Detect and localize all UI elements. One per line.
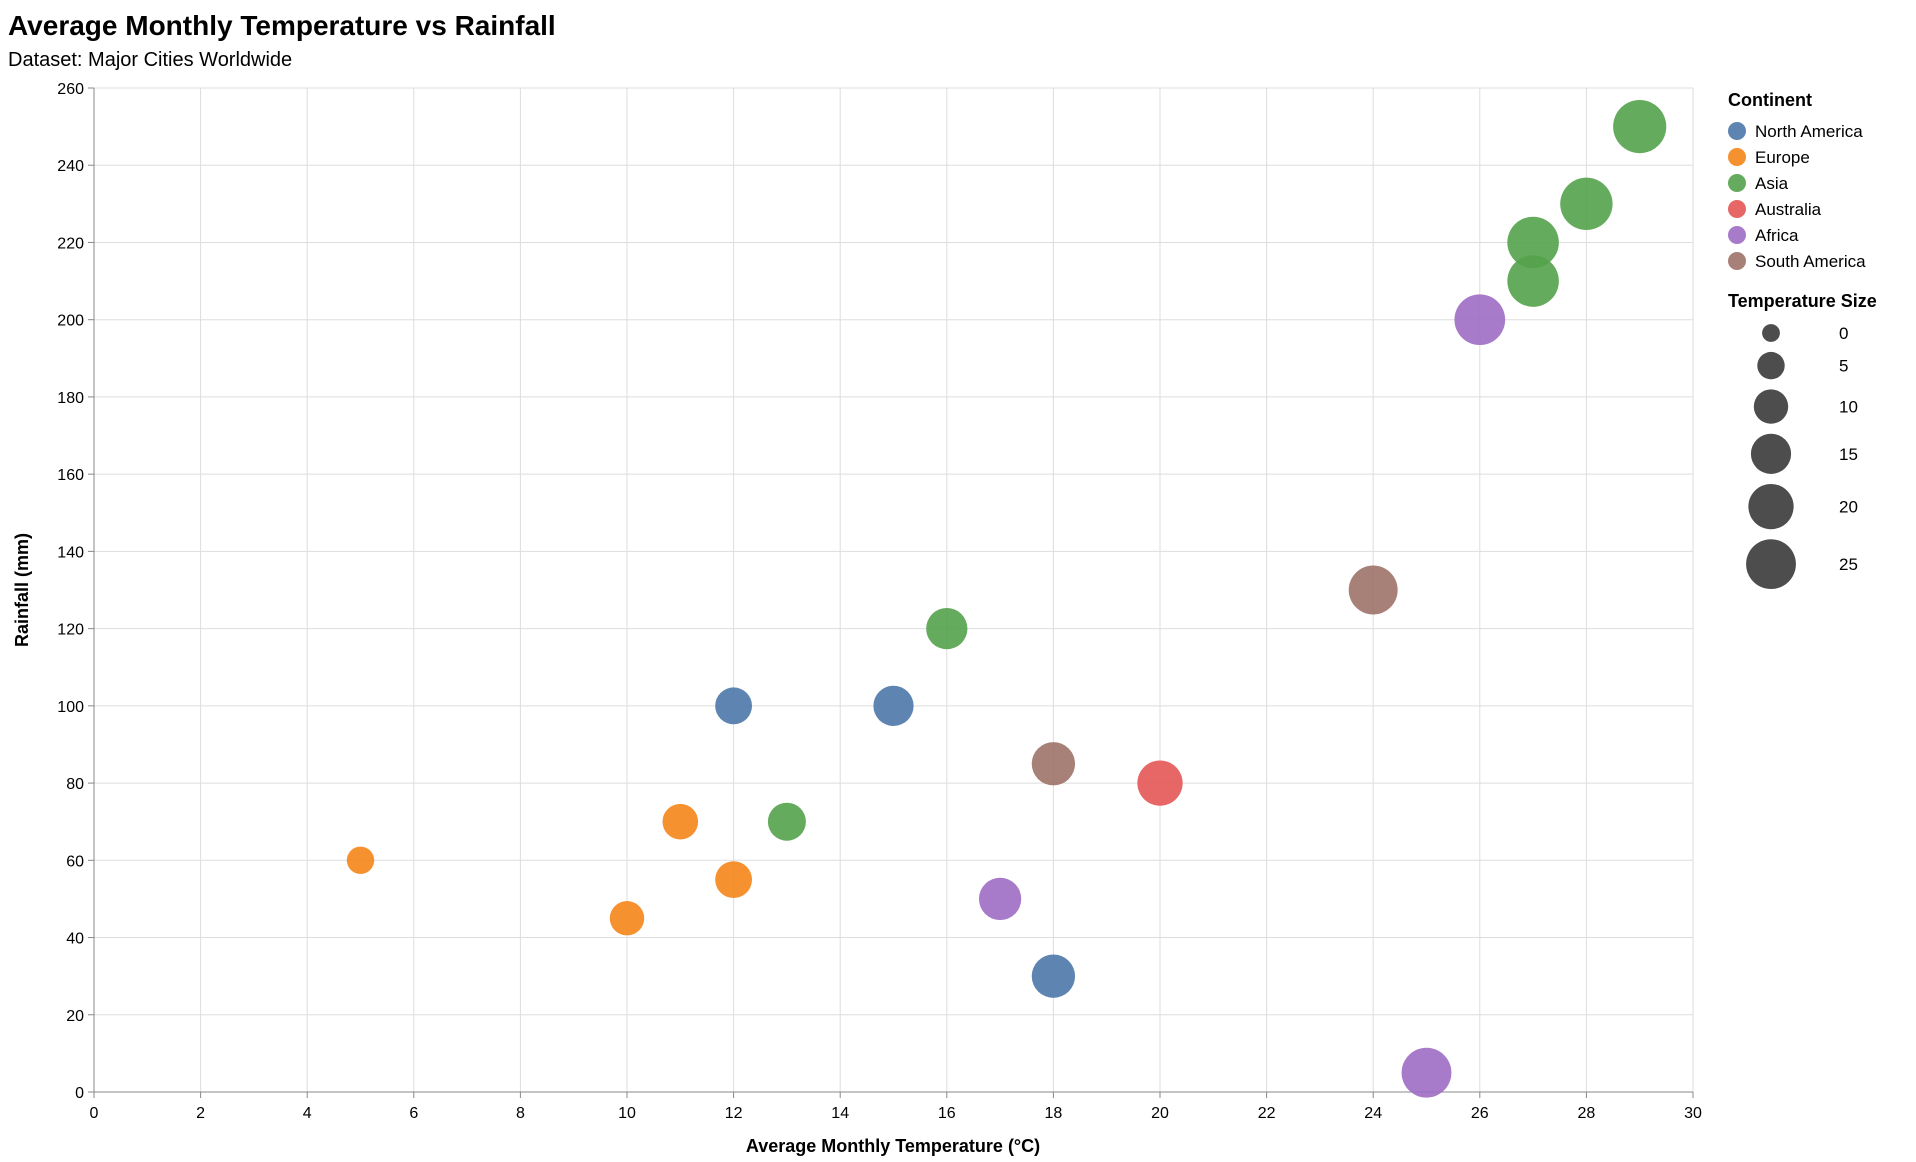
chart-subtitle: Dataset: Major Cities Worldwide xyxy=(8,49,292,71)
y-tick-label: 100 xyxy=(57,699,84,716)
size-legend-label: 10 xyxy=(1839,398,1858,417)
data-point xyxy=(715,861,753,899)
x-tick-label: 28 xyxy=(1578,1105,1596,1122)
data-point xyxy=(1613,100,1667,154)
data-points xyxy=(346,100,1667,1098)
legend-label: North America xyxy=(1755,122,1863,141)
x-tick-label: 10 xyxy=(618,1105,636,1122)
data-point xyxy=(767,802,806,841)
data-point xyxy=(978,877,1022,921)
x-tick-label: 24 xyxy=(1364,1105,1382,1122)
data-point xyxy=(1031,954,1076,998)
size-legend-symbol xyxy=(1750,433,1792,474)
y-tick-label: 0 xyxy=(75,1085,84,1102)
data-point xyxy=(1401,1047,1452,1098)
data-point xyxy=(1348,565,1398,615)
y-tick-label: 180 xyxy=(57,390,84,407)
size-legend-label: 0 xyxy=(1839,324,1848,343)
x-tick-label: 16 xyxy=(938,1105,956,1122)
size-legend-label: 5 xyxy=(1839,357,1848,376)
x-tick-label: 6 xyxy=(409,1105,418,1122)
data-point xyxy=(873,685,914,726)
x-tick-label: 26 xyxy=(1471,1105,1489,1122)
legend-symbol xyxy=(1728,122,1746,140)
y-tick-label: 240 xyxy=(57,158,84,175)
data-point xyxy=(926,607,968,650)
size-legend-label: 15 xyxy=(1839,445,1858,464)
data-point xyxy=(1560,177,1613,231)
y-tick-label: 120 xyxy=(57,622,84,639)
size-legend-symbol xyxy=(1746,539,1796,590)
color-legend-items: North America Europe Asia Australia Africa So… xyxy=(1728,122,1866,271)
data-point xyxy=(1507,255,1559,307)
color-legend-title: Continent xyxy=(1728,90,1812,110)
legend-symbol xyxy=(1728,148,1746,166)
legend-label: Africa xyxy=(1755,226,1799,245)
grid-lines xyxy=(93,87,1694,1093)
x-tick-label: 4 xyxy=(303,1105,312,1122)
x-tick-label: 20 xyxy=(1151,1105,1169,1122)
y-tick-label: 200 xyxy=(57,313,84,330)
x-tick-label: 14 xyxy=(831,1105,849,1122)
legend-label: Asia xyxy=(1755,174,1789,193)
data-point xyxy=(1137,760,1183,806)
legend-symbol xyxy=(1728,200,1746,218)
x-tick-label: 2 xyxy=(196,1105,205,1122)
x-tick-label: 18 xyxy=(1045,1105,1063,1122)
y-tick-label: 260 xyxy=(57,81,84,98)
data-point xyxy=(715,687,753,725)
size-legend-symbol xyxy=(1762,324,1780,342)
y-tick-label: 40 xyxy=(66,931,84,948)
legend-symbol xyxy=(1728,226,1746,244)
size-legend-symbol xyxy=(1753,389,1789,424)
x-tick-label: 0 xyxy=(90,1105,99,1122)
size-legend-label: 25 xyxy=(1839,555,1858,574)
size-legend-symbol xyxy=(1748,483,1794,530)
y-tick-label: 80 xyxy=(66,776,84,793)
data-point xyxy=(1507,216,1559,269)
legend-label: Europe xyxy=(1755,148,1810,167)
y-tick-label: 160 xyxy=(57,467,84,484)
data-point xyxy=(346,846,375,875)
x-tick-label: 12 xyxy=(725,1105,743,1122)
x-tick-label: 8 xyxy=(516,1105,525,1122)
size-legend-title: Temperature Size xyxy=(1728,291,1877,311)
legend-symbol xyxy=(1728,252,1746,270)
chart-title: Average Monthly Temperature vs Rainfall xyxy=(8,10,556,41)
data-point xyxy=(609,901,645,936)
x-tick-label: 22 xyxy=(1258,1105,1276,1122)
y-tick-label: 140 xyxy=(57,544,84,561)
legend-label: Australia xyxy=(1755,200,1822,219)
legend-label: South America xyxy=(1755,252,1866,271)
x-axis-title: Average Monthly Temperature (°C) xyxy=(746,1136,1040,1156)
y-tick-label: 220 xyxy=(57,235,84,252)
y-tick-label: 60 xyxy=(66,853,84,870)
data-point xyxy=(662,803,699,840)
data-point xyxy=(1454,294,1506,346)
axes: 0 2 4 6 8 10 12 14 16 18 20 22 24 26 28 300204060801001… xyxy=(57,81,1702,1122)
size-legend-symbol xyxy=(1757,351,1785,380)
data-point xyxy=(1031,742,1076,786)
legend: Continent North America Europe Asia Austral… xyxy=(1728,90,1877,590)
x-tick-label: 30 xyxy=(1684,1105,1702,1122)
size-legend-label: 20 xyxy=(1839,498,1858,517)
y-axis-title: Rainfall (mm) xyxy=(12,533,32,647)
size-legend-items: 0 5 10 15 20 25 xyxy=(1746,324,1858,590)
legend-symbol xyxy=(1728,174,1746,192)
y-tick-label: 20 xyxy=(66,1008,84,1025)
